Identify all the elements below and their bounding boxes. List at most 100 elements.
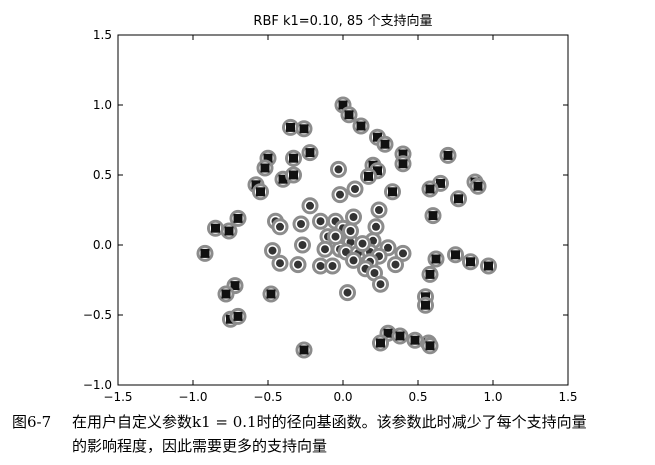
square-marker bbox=[356, 121, 366, 131]
caption-line-1: 在用户自定义参数k1 = 0.1时的径向基函数。该参数此时减少了每个支持向量 bbox=[72, 413, 587, 431]
square-point bbox=[252, 183, 269, 201]
circle-marker bbox=[294, 260, 302, 269]
square-point bbox=[256, 159, 274, 177]
circle-marker bbox=[276, 259, 284, 268]
square-marker bbox=[380, 139, 390, 149]
square-marker bbox=[421, 300, 430, 310]
square-marker bbox=[373, 132, 382, 142]
square-marker bbox=[221, 289, 231, 299]
circle-point bbox=[339, 284, 356, 302]
caption-line-2: 的影响程度，因此需要更多的支持向量 bbox=[72, 437, 328, 455]
circle-point bbox=[316, 240, 334, 258]
square-point bbox=[447, 246, 464, 264]
square-point bbox=[295, 120, 313, 138]
square-point bbox=[421, 265, 439, 283]
square-marker bbox=[398, 159, 408, 169]
square-marker bbox=[299, 124, 309, 134]
square-point bbox=[352, 117, 370, 135]
circle-point bbox=[387, 256, 404, 274]
circle-point bbox=[327, 228, 344, 246]
y-tick-label: 1.0 bbox=[93, 98, 112, 112]
circle-point bbox=[345, 208, 362, 226]
circle-marker bbox=[316, 217, 325, 226]
square-marker bbox=[305, 148, 315, 158]
square-point bbox=[384, 183, 401, 201]
x-tick-label: 0.5 bbox=[408, 390, 427, 404]
circle-point bbox=[370, 201, 388, 219]
circle-marker bbox=[297, 220, 305, 228]
square-marker bbox=[233, 311, 243, 321]
square-point bbox=[360, 167, 377, 185]
circle-point bbox=[294, 236, 311, 254]
circle-marker bbox=[346, 227, 355, 235]
circle-marker bbox=[349, 256, 358, 265]
circle-marker bbox=[331, 232, 340, 241]
circle-marker bbox=[334, 165, 343, 174]
circle-marker bbox=[351, 185, 359, 193]
x-tick-label: 1.5 bbox=[558, 390, 577, 404]
x-tick-label: 1.0 bbox=[483, 390, 502, 404]
circle-point bbox=[301, 197, 319, 215]
circle-point bbox=[324, 257, 341, 275]
circle-point bbox=[289, 256, 307, 274]
x-tick-label: −1.5 bbox=[103, 390, 132, 404]
y-tick-label: 0.0 bbox=[93, 238, 112, 252]
circle-point bbox=[312, 212, 329, 230]
square-point bbox=[282, 118, 299, 136]
square-marker bbox=[383, 328, 393, 338]
x-tick-label: 0.0 bbox=[333, 390, 352, 404]
circle-marker bbox=[391, 260, 400, 269]
square-marker bbox=[373, 166, 382, 176]
circle-point bbox=[394, 244, 412, 262]
circle-marker bbox=[343, 288, 352, 297]
square-marker bbox=[443, 150, 453, 160]
circle-marker bbox=[306, 201, 314, 210]
square-point bbox=[421, 180, 439, 198]
square-marker bbox=[388, 187, 397, 197]
square-marker bbox=[398, 149, 408, 159]
square-marker bbox=[344, 110, 354, 120]
square-point bbox=[427, 250, 445, 268]
scatter-chart: RBF k1=0.10, 85 个支持向量 −1.5 −1.0 −0.5 0.0 0.5… bbox=[83, 13, 578, 404]
square-point bbox=[229, 209, 247, 227]
square-marker bbox=[233, 213, 243, 223]
plot-frame bbox=[117, 34, 569, 386]
circle-point bbox=[342, 222, 359, 240]
square-marker bbox=[263, 153, 273, 163]
square-point bbox=[417, 296, 434, 314]
circle-marker bbox=[316, 262, 325, 270]
square-point bbox=[376, 135, 394, 153]
circle-marker bbox=[276, 222, 284, 231]
square-marker bbox=[256, 187, 265, 197]
square-marker bbox=[299, 345, 309, 355]
square-marker bbox=[395, 331, 405, 341]
square-point bbox=[229, 307, 247, 325]
square-marker bbox=[200, 248, 210, 258]
circle-marker bbox=[349, 213, 358, 221]
circle-point bbox=[264, 242, 281, 260]
square-marker bbox=[425, 341, 435, 351]
axes: −1.5 −1.0 −0.5 0.0 0.5 1.0 1.51.51.00.50.0−0.5… bbox=[83, 28, 578, 404]
square-marker bbox=[289, 170, 298, 180]
square-point bbox=[450, 190, 467, 208]
square-marker bbox=[428, 211, 438, 221]
square-marker bbox=[466, 257, 475, 267]
circle-marker bbox=[328, 262, 337, 270]
square-point bbox=[462, 253, 479, 271]
y-tick-label: −1.0 bbox=[83, 378, 112, 392]
square-marker bbox=[230, 281, 240, 291]
circle-point bbox=[331, 186, 349, 204]
circle-point bbox=[292, 215, 310, 233]
circle-marker bbox=[336, 190, 344, 199]
square-marker bbox=[431, 254, 441, 264]
square-marker bbox=[286, 122, 295, 132]
circle-marker bbox=[399, 249, 407, 258]
circle-point bbox=[271, 218, 289, 236]
y-tick-label: 0.5 bbox=[93, 168, 112, 182]
circle-point bbox=[345, 251, 362, 269]
y-tick-label: 1.5 bbox=[93, 28, 112, 42]
circle-marker bbox=[372, 222, 380, 231]
square-point bbox=[391, 327, 409, 345]
square-point bbox=[207, 219, 224, 237]
square-marker bbox=[224, 226, 234, 236]
